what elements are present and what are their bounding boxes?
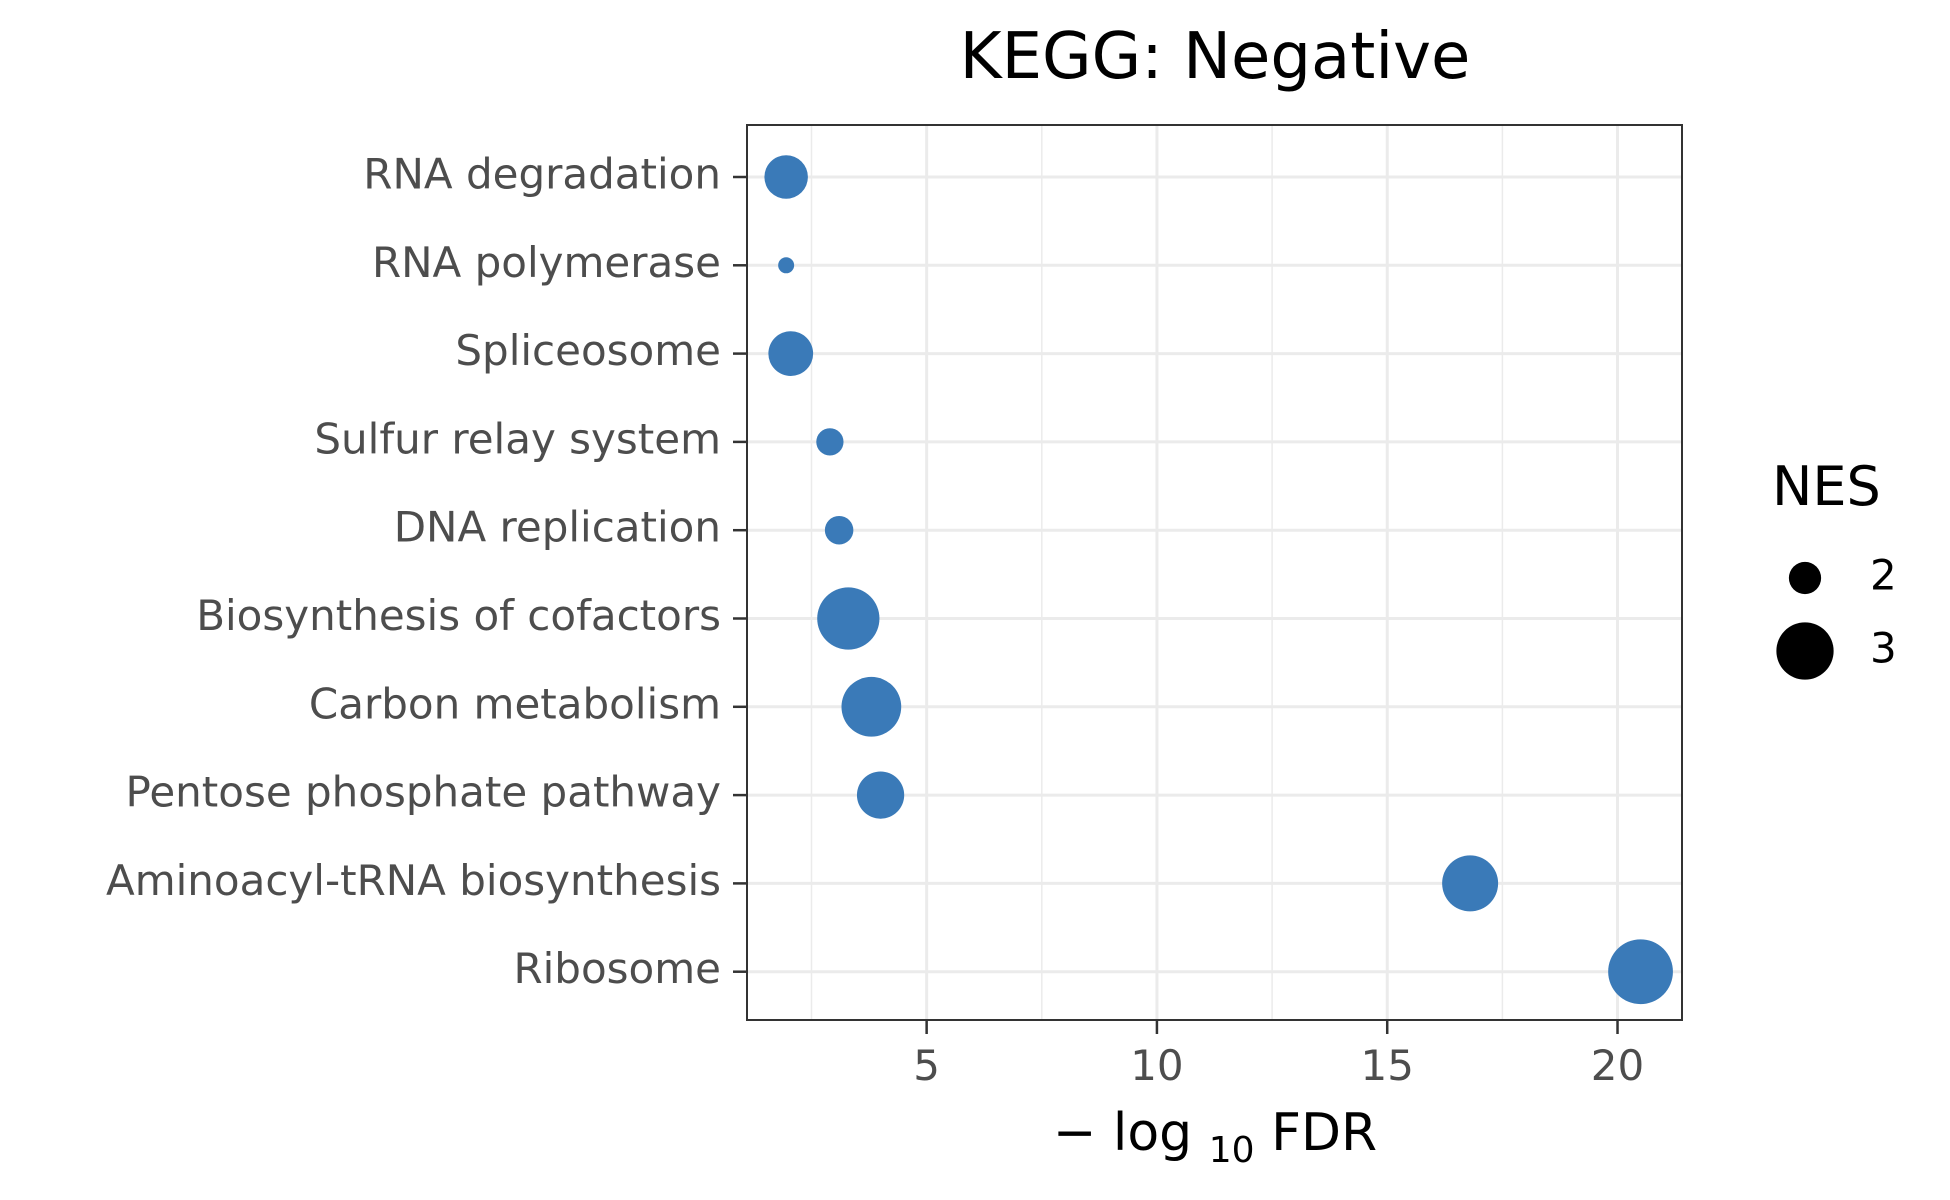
y-axis-label-sulfur-relay-system: Sulfur relay system (314, 414, 721, 463)
x-axis-label-10: 10 (1130, 1041, 1183, 1090)
x-axis-title-subscript: 10 (1209, 1130, 1255, 1171)
grid-lines (747, 125, 1682, 1020)
y-axis-label-pentose-phosphate-pathway: Pentose phosphate pathway (126, 768, 722, 817)
point-aminoacyl-trna-biosynthesis (1442, 855, 1499, 912)
y-axis-label-dna-replication: DNA replication (394, 503, 721, 552)
x-axis-label-20: 20 (1591, 1041, 1644, 1090)
x-axis-title: − log 10 FDR (1053, 1103, 1377, 1175)
legend-marker-3 (1776, 622, 1834, 680)
legend-label-2: 2 (1870, 551, 1897, 600)
point-carbon-metabolism (841, 676, 902, 737)
data-points (764, 155, 1673, 1005)
plot-panel-border (746, 124, 1683, 1021)
y-axis-label-rna-degradation: RNA degradation (363, 150, 721, 199)
size-legend: NES 2 3 (1772, 455, 1897, 680)
point-sulfur-relay-system (816, 428, 844, 456)
point-biosynthesis-of-cofactors (817, 587, 880, 650)
point-rna-polymerase (778, 257, 795, 274)
y-axis-label-rna-polymerase: RNA polymerase (372, 238, 721, 287)
y-axis-label-carbon-metabolism: Carbon metabolism (309, 679, 721, 728)
chart-title: KEGG: Negative (960, 20, 1471, 94)
y-axis-label-spliceosome: Spliceosome (455, 326, 721, 375)
point-spliceosome (768, 331, 814, 376)
legend-label-3: 3 (1870, 624, 1897, 673)
legend-title: NES (1772, 455, 1881, 518)
y-axis-label-ribosome: Ribosome (513, 944, 721, 993)
x-axis-title-fdr: FDR (1271, 1103, 1377, 1163)
x-axis-title-minus: − (1053, 1103, 1097, 1163)
legend-marker-2 (1788, 561, 1822, 595)
point-ribosome (1608, 939, 1673, 1005)
point-pentose-phosphate-pathway (856, 771, 905, 819)
plot-panel-background (747, 125, 1682, 1020)
y-axis-label-aminoacyl-trna-biosynthesis: Aminoacyl-tRNA biosynthesis (106, 856, 721, 905)
x-axis: 5 10 15 20 (913, 1020, 1644, 1090)
point-dna-replication (824, 515, 854, 545)
y-axis: RNA degradation RNA polymerase Spliceosome… (106, 150, 747, 993)
y-axis-label-biosynthesis-of-cofactors: Biosynthesis of cofactors (196, 591, 721, 640)
point-rna-degradation (764, 155, 808, 199)
x-axis-label-5: 5 (913, 1041, 940, 1090)
x-axis-title-log: log (1113, 1103, 1192, 1163)
x-axis-label-15: 15 (1360, 1041, 1413, 1090)
